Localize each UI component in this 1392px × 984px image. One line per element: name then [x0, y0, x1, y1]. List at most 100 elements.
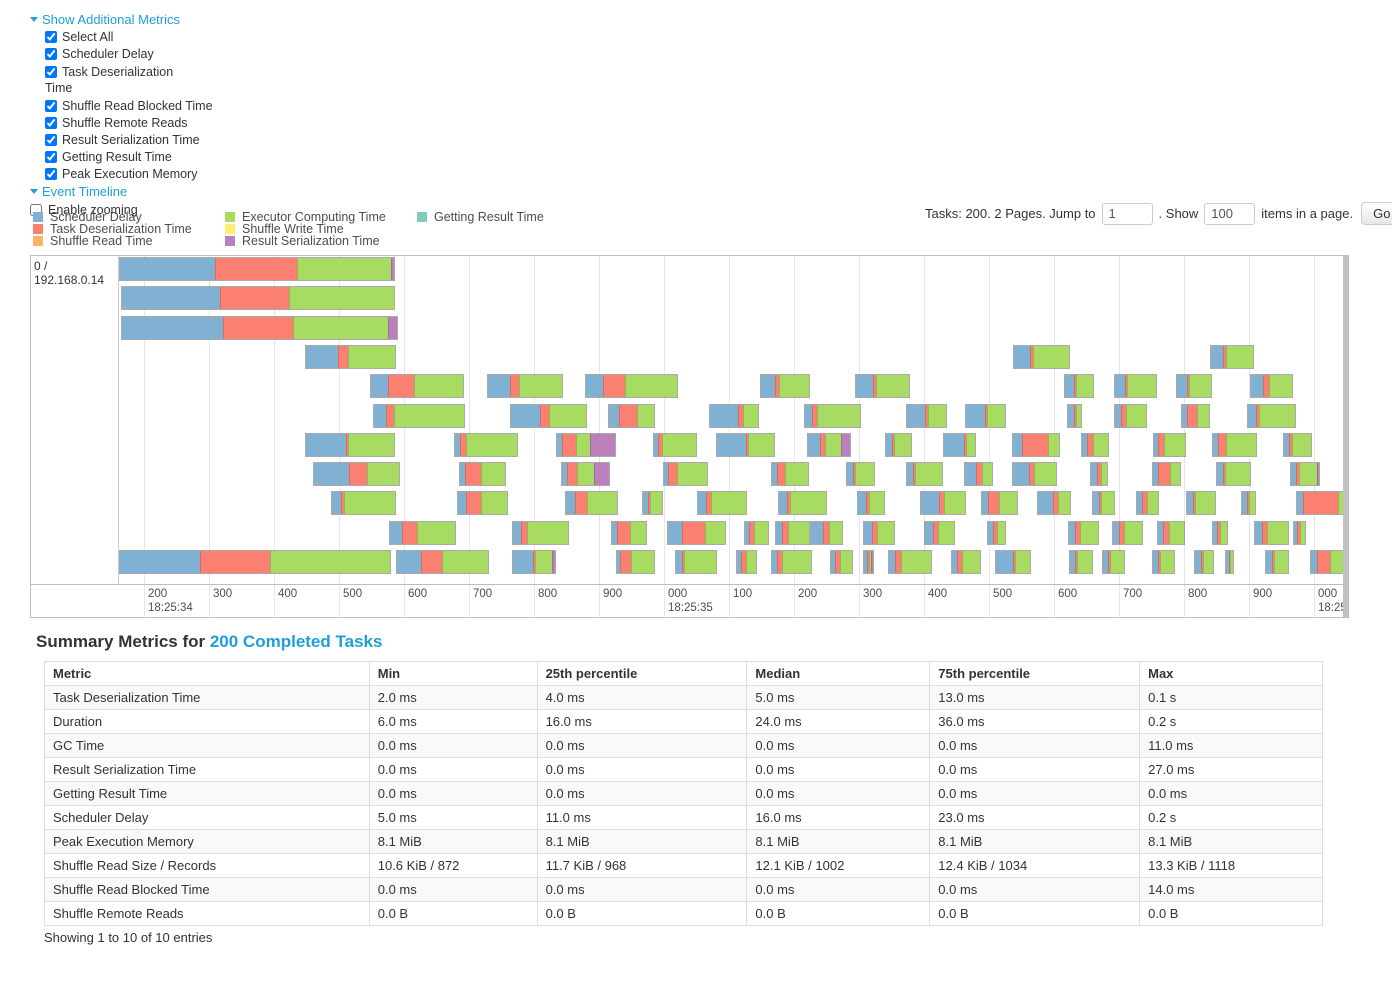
task-bar[interactable] — [737, 551, 756, 573]
task-bar[interactable] — [965, 463, 992, 486]
metric-checkbox[interactable] — [45, 151, 57, 163]
metric-checkbox[interactable] — [45, 66, 57, 78]
task-bar[interactable] — [460, 463, 505, 486]
task-bar[interactable] — [1213, 433, 1256, 456]
task-bar[interactable] — [1284, 433, 1311, 456]
metric-item-shuffle-remote-reads[interactable]: Shuffle Remote Reads — [45, 116, 213, 130]
items-per-page-input[interactable] — [1204, 202, 1256, 225]
timeline-plot-area[interactable] — [119, 256, 1345, 584]
metric-item-shuffle-read-blocked-time[interactable]: Shuffle Read Blocked Time — [45, 99, 213, 113]
metric-checkbox[interactable] — [45, 134, 57, 146]
task-bar[interactable] — [772, 463, 808, 486]
task-bar[interactable] — [513, 551, 555, 573]
task-bar[interactable] — [617, 551, 654, 573]
task-bar[interactable] — [1266, 551, 1288, 573]
task-bar[interactable] — [1248, 404, 1295, 427]
task-bar[interactable] — [390, 521, 455, 544]
task-bar[interactable] — [944, 433, 975, 456]
task-bar[interactable] — [805, 404, 860, 427]
task-bar[interactable] — [122, 316, 397, 339]
task-bar[interactable] — [1211, 345, 1253, 368]
task-bar[interactable] — [1195, 551, 1213, 573]
task-bar[interactable] — [698, 492, 746, 515]
task-bar[interactable] — [717, 433, 774, 456]
task-bar[interactable] — [996, 551, 1030, 573]
task-bar[interactable] — [907, 404, 946, 427]
task-bar[interactable] — [1291, 463, 1319, 486]
task-bar[interactable] — [776, 521, 809, 544]
task-bar[interactable] — [306, 345, 395, 368]
task-bar[interactable] — [511, 404, 586, 427]
task-bar[interactable] — [643, 492, 662, 515]
task-bar[interactable] — [988, 521, 1005, 544]
task-bar[interactable] — [864, 551, 873, 573]
task-bar[interactable] — [1153, 463, 1180, 486]
task-bar[interactable] — [668, 521, 725, 544]
task-bar[interactable] — [921, 492, 965, 515]
task-bar[interactable] — [1154, 433, 1185, 456]
task-bar[interactable] — [374, 404, 464, 427]
task-bar[interactable] — [1213, 521, 1227, 544]
task-bar[interactable] — [847, 463, 874, 486]
go-button[interactable]: Go — [1361, 202, 1392, 225]
jump-to-page-input[interactable] — [1101, 202, 1153, 225]
task-bar[interactable] — [745, 521, 768, 544]
task-bar[interactable] — [119, 551, 390, 573]
task-bar[interactable] — [1103, 551, 1124, 573]
task-bar[interactable] — [612, 521, 646, 544]
task-bar[interactable] — [1153, 551, 1174, 573]
metric-checkbox[interactable] — [45, 31, 57, 43]
task-bar[interactable] — [1070, 551, 1092, 573]
task-bar[interactable] — [772, 551, 811, 573]
task-bar[interactable] — [1255, 521, 1288, 544]
task-bar[interactable] — [966, 404, 1005, 427]
metric-checkbox[interactable] — [45, 168, 57, 180]
task-bar[interactable] — [831, 551, 852, 573]
task-bar[interactable] — [371, 375, 463, 398]
metric-item-task-deserialization-time[interactable]: Task Deserialization Time — [45, 64, 175, 96]
task-bar[interactable] — [1014, 345, 1069, 368]
task-bar[interactable] — [1187, 492, 1215, 515]
task-bar[interactable] — [1115, 404, 1146, 427]
metric-item-result-serialization-time[interactable]: Result Serialization Time — [45, 133, 213, 147]
metric-item-peak-execution-memory[interactable]: Peak Execution Memory — [45, 167, 213, 181]
task-bar[interactable] — [306, 433, 394, 456]
task-bar[interactable] — [586, 375, 677, 398]
task-bar[interactable] — [710, 404, 758, 427]
task-bar[interactable] — [952, 551, 980, 573]
task-bar[interactable] — [1113, 521, 1142, 544]
task-bar[interactable] — [566, 492, 617, 515]
task-bar[interactable] — [1082, 433, 1108, 456]
event-timeline-toggle[interactable]: Event Timeline — [30, 184, 213, 199]
task-bar[interactable] — [1297, 492, 1345, 515]
task-bar[interactable] — [811, 521, 842, 544]
task-bar[interactable] — [676, 551, 716, 573]
task-bar[interactable] — [982, 492, 1017, 515]
task-bar[interactable] — [458, 492, 507, 515]
task-bar[interactable] — [1217, 463, 1250, 486]
task-bar[interactable] — [889, 551, 931, 573]
task-bar[interactable] — [1182, 404, 1209, 427]
task-bar[interactable] — [562, 463, 609, 486]
task-bar[interactable] — [1091, 463, 1107, 486]
task-bar[interactable] — [1013, 433, 1059, 456]
task-bar[interactable] — [654, 433, 696, 456]
completed-tasks-link[interactable]: 200 Completed Tasks — [209, 632, 383, 651]
metric-item-scheduler-delay[interactable]: Scheduler Delay — [45, 47, 213, 61]
show-additional-metrics-toggle[interactable]: Show Additional Metrics — [30, 12, 213, 27]
task-bar[interactable] — [1115, 375, 1156, 398]
metric-item-select-all[interactable]: Select All — [45, 30, 213, 44]
task-bar[interactable] — [1068, 404, 1081, 427]
task-bar[interactable] — [609, 404, 654, 427]
task-bar[interactable] — [808, 433, 850, 456]
task-bar[interactable] — [664, 463, 707, 486]
task-bar[interactable] — [886, 433, 911, 456]
task-bar[interactable] — [1251, 375, 1292, 398]
metric-checkbox[interactable] — [45, 48, 57, 60]
task-bar[interactable] — [332, 492, 395, 515]
task-bar[interactable] — [1013, 463, 1056, 486]
task-bar[interactable] — [1093, 492, 1114, 515]
task-bar[interactable] — [455, 433, 517, 456]
task-bar[interactable] — [1069, 521, 1098, 544]
metric-item-getting-result-time[interactable]: Getting Result Time — [45, 150, 213, 164]
